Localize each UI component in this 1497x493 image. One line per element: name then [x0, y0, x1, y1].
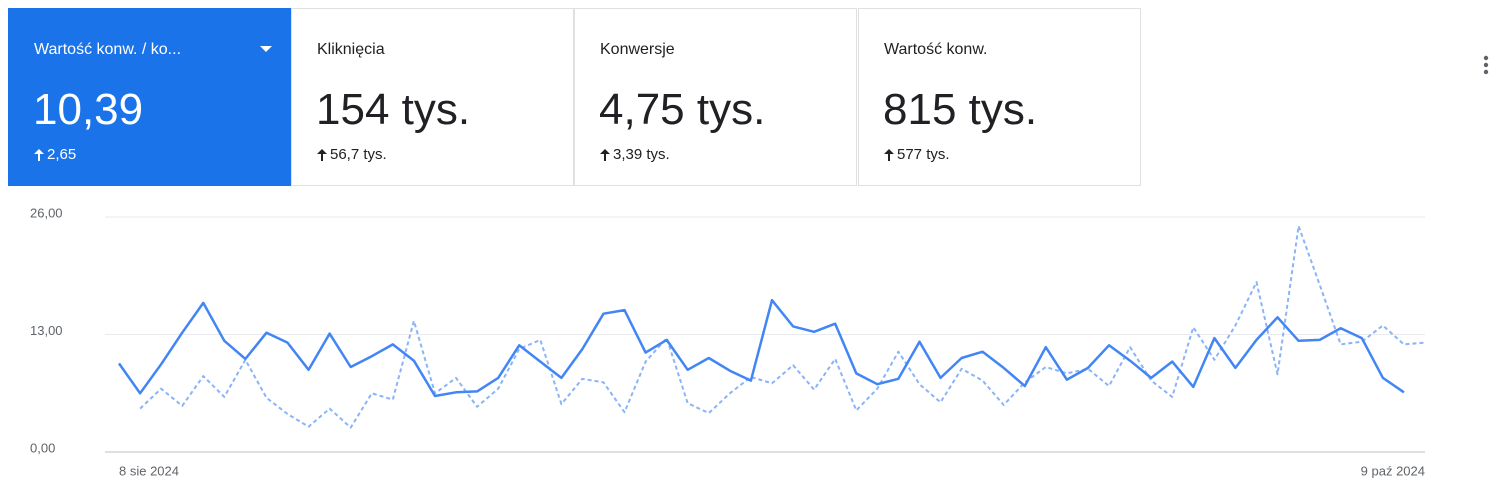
x-tick-label: 9 paź 2024	[1361, 463, 1425, 478]
scorecard-title: Wartość konw.	[884, 41, 988, 58]
x-tick-label: 8 sie 2024	[119, 463, 179, 478]
scorecard[interactable]: Konwersje 4,75 tys. 3,39 tys.	[574, 8, 857, 186]
up-arrow	[317, 148, 327, 161]
scorecard-value: 4,75 tys.	[599, 85, 766, 134]
scorecard-value: 815 tys.	[883, 85, 1038, 134]
scorecard-change: 56,7 tys.	[330, 146, 387, 163]
y-tick-label: 0,00	[30, 440, 55, 455]
up-arrow	[34, 148, 44, 161]
scorecard-change: 3,39 tys.	[613, 146, 670, 163]
scorecard-change: 577 tys.	[897, 146, 950, 163]
scorecard[interactable]: Kliknięcia 154 tys. 56,7 tys.	[291, 8, 574, 186]
more-menu[interactable]	[1480, 54, 1492, 78]
scorecard-title: Konwersje	[600, 41, 675, 58]
scorecard-value: 154 tys.	[316, 85, 471, 134]
y-tick-label: 26,00	[30, 205, 63, 220]
scorecard-title: Wartość konw. / ko...	[34, 41, 182, 58]
y-tick-label: 13,00	[30, 323, 63, 338]
up-arrow	[600, 148, 610, 161]
scorecard[interactable]: Wartość konw. 815 tys. 577 tys.	[858, 8, 1141, 186]
dropdown-icon[interactable]	[259, 45, 273, 53]
series-line	[139, 225, 1426, 429]
scorecard[interactable]: Wartość konw. / ko... 10,39 2,65	[8, 8, 291, 186]
scorecard-title: Kliknięcia	[317, 41, 385, 58]
chart: 0,00 13,00 26,00 8 sie 2024 9 paź 2024	[30, 205, 1426, 478]
up-arrow	[884, 148, 894, 161]
scorecard-value: 10,39	[33, 85, 144, 134]
scorecard-change: 2,65	[47, 146, 77, 163]
series-line	[117, 298, 1405, 398]
